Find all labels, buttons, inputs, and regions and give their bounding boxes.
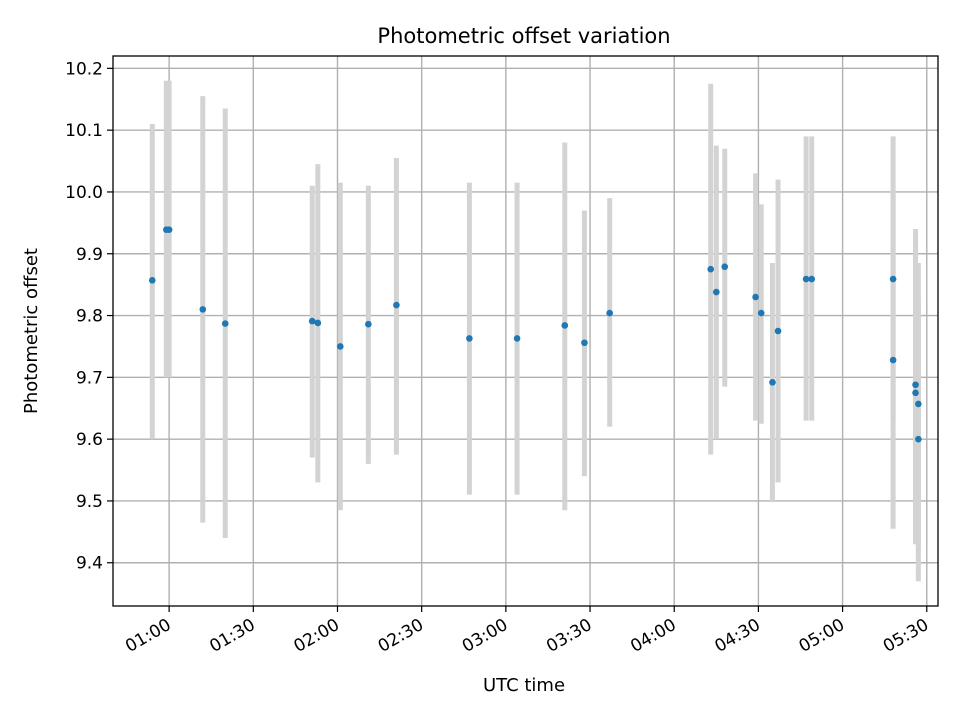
- data-point: [808, 275, 816, 283]
- data-point: [561, 322, 569, 329]
- data-point: [713, 288, 720, 296]
- data-point: [221, 320, 229, 327]
- data-point: [774, 327, 782, 335]
- data-point: [365, 320, 372, 328]
- data-point: [889, 356, 897, 364]
- chart-title: Photometric offset variation: [377, 24, 670, 48]
- data-point: [336, 343, 344, 350]
- data-point: [165, 226, 173, 233]
- y-tick-label: 10.1: [65, 121, 103, 141]
- grid: [113, 56, 938, 606]
- data-point: [466, 335, 473, 342]
- y-tick-label: 9.4: [76, 554, 103, 574]
- data-point: [606, 309, 613, 317]
- data-point: [915, 400, 922, 408]
- data-point: [513, 335, 521, 342]
- data-point: [199, 306, 207, 313]
- plot-frame: [112, 55, 939, 607]
- data-point: [707, 265, 715, 273]
- y-tick-label: 9.7: [76, 368, 103, 388]
- data-point: [752, 293, 759, 301]
- data-point: [314, 319, 322, 327]
- data-point: [581, 339, 588, 347]
- data-point: [912, 381, 919, 389]
- y-tick-label: 9.9: [76, 245, 103, 265]
- data-point: [912, 389, 919, 397]
- data-points: [148, 226, 922, 443]
- y-tick-label: 9.8: [76, 307, 103, 327]
- data-point: [393, 301, 400, 309]
- data-point: [889, 275, 897, 283]
- data-point: [802, 275, 810, 283]
- x-axis-title: UTC time: [483, 675, 565, 696]
- y-tick-label: 9.6: [76, 430, 103, 450]
- data-point: [769, 378, 776, 386]
- y-tick-label: 9.5: [76, 492, 103, 512]
- data-point: [721, 263, 729, 271]
- data-point: [757, 309, 765, 317]
- y-axis-title: Photometric offset: [21, 248, 42, 414]
- data-point: [148, 277, 156, 284]
- data-point: [915, 435, 922, 443]
- y-tick-label: 10.2: [65, 59, 103, 79]
- y-tick-label: 10.0: [65, 183, 103, 203]
- data-point: [308, 317, 316, 325]
